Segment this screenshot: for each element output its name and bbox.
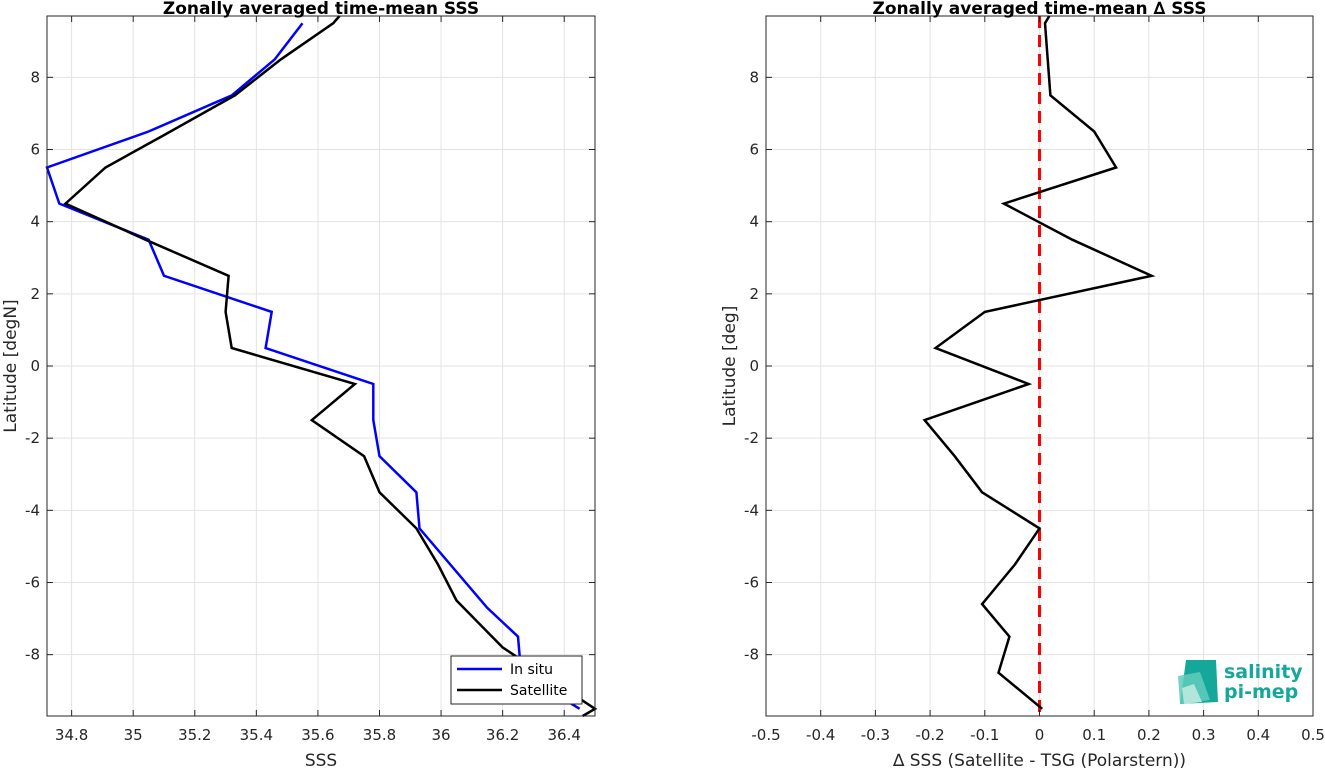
y-tick-label: 4 — [749, 213, 759, 231]
right-panel: -0.5 -0.4 -0.3 -0.2 -0.1 0 0.1 0.2 0.3 0.4 0.5 -8 -6… — [720, 0, 1325, 769]
y-tick-label: 2 — [30, 285, 40, 303]
y-axis-label: Latitude [deg] — [720, 306, 740, 427]
y-tick-label: -4 — [25, 501, 40, 519]
y-tick-label: 0 — [749, 357, 759, 375]
y-tick-label: -2 — [744, 429, 759, 447]
x-tick-label: 0.5 — [1301, 726, 1325, 744]
x-tick-label: 35.4 — [240, 726, 273, 744]
series-line-in-situ — [45, 22, 581, 710]
chart-title: Zonally averaged time-mean ∆ SSS — [873, 0, 1207, 19]
x-tick-label: 35 — [124, 726, 143, 744]
chart-title: Zonally averaged time-mean SSS — [163, 0, 479, 19]
x-tick-label: 0.4 — [1246, 726, 1270, 744]
y-tick-label: -6 — [25, 573, 40, 591]
y-axis-label: Latitude [degN] — [1, 299, 21, 432]
legend-label-in-situ: In situ — [510, 662, 553, 678]
x-tick-label: -0.4 — [806, 726, 835, 744]
logo-text-pi-mep: pi-mep — [1224, 681, 1298, 703]
left-panel: 34.8 35 35.2 35.4 35.6 35.8 36 36.2 36.4 -8 -6 -4 -2… — [1, 0, 598, 769]
x-tick-label: 0.2 — [1137, 726, 1161, 744]
y-tick-label: 6 — [30, 141, 40, 159]
series-line-satellite — [63, 15, 598, 718]
x-tick-label: -0.2 — [915, 726, 944, 744]
salinity-pi-mep-logo: salinity pi-mep — [1178, 660, 1303, 704]
legend-label-satellite: Satellite — [510, 683, 567, 699]
series-line-0 — [922, 15, 1156, 710]
y-tick-label: 2 — [749, 285, 759, 303]
x-tick-label: 35.6 — [301, 726, 334, 744]
y-tick-label: 0 — [30, 357, 40, 375]
logo-shape-3 — [1182, 684, 1202, 704]
x-tick-label: -0.1 — [970, 726, 999, 744]
y-tick-label: 8 — [749, 68, 759, 86]
x-axis-label: ∆ SSS (Satellite - TSG (Polarstern)) — [892, 751, 1186, 769]
x-tick-label: 0.3 — [1192, 726, 1216, 744]
y-tick-label: 6 — [749, 141, 759, 159]
x-tick-label: 0.1 — [1082, 726, 1106, 744]
x-tick-label: 35.2 — [178, 726, 211, 744]
y-tick-label: 4 — [30, 213, 40, 231]
x-tick-label: -0.3 — [861, 726, 890, 744]
x-tick-label: 34.8 — [55, 726, 88, 744]
x-tick-label: 36.4 — [548, 726, 581, 744]
y-tick-label: -4 — [744, 501, 759, 519]
legend-box — [450, 655, 583, 705]
y-tick-label: -8 — [25, 646, 40, 664]
x-tick-label: 35.8 — [363, 726, 396, 744]
x-axis-label: SSS — [305, 751, 337, 769]
y-tick-label: 8 — [30, 68, 40, 86]
y-tick-label: -2 — [25, 429, 40, 447]
logo-text-salinity: salinity — [1224, 661, 1303, 683]
legend: In situ Satellite — [450, 655, 583, 705]
x-tick-label: 36 — [432, 726, 451, 744]
y-tick-label: -8 — [744, 646, 759, 664]
x-tick-label: 36.2 — [486, 726, 519, 744]
x-tick-label: -0.5 — [751, 726, 780, 744]
x-tick-label: 0 — [1035, 726, 1045, 744]
y-tick-label: -6 — [744, 573, 759, 591]
